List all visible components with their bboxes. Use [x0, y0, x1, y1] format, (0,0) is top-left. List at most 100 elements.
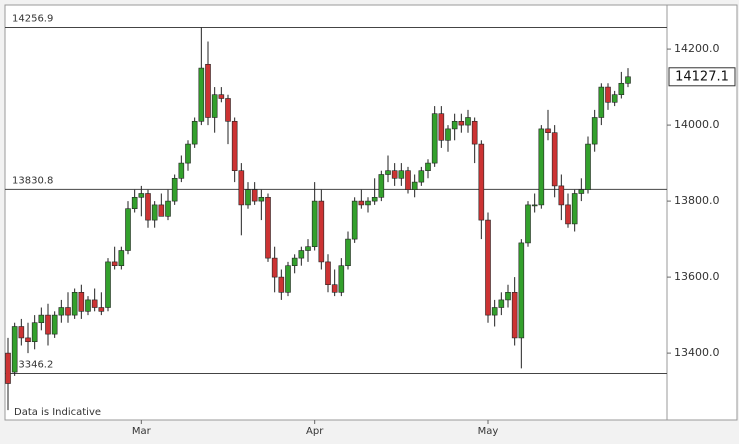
candle-body	[365, 200, 371, 206]
candle-body	[105, 261, 111, 308]
candle-body	[291, 257, 298, 267]
candle-body	[158, 204, 165, 217]
candle-body	[305, 246, 311, 251]
candle-body	[311, 200, 318, 248]
candle-body	[438, 113, 445, 141]
candle-body	[331, 284, 338, 293]
candle-body	[145, 193, 151, 221]
reference-label: 13830.8	[12, 175, 53, 186]
candle-body	[85, 299, 91, 312]
y-tick-label: 13800.0	[674, 194, 720, 207]
candle-body	[385, 170, 391, 175]
candle-body	[111, 261, 118, 267]
candle-body	[285, 265, 291, 293]
candle-body	[598, 86, 605, 118]
candle-body	[545, 128, 551, 133]
reference-label: 14256.9	[12, 13, 53, 24]
candle-body	[45, 314, 51, 335]
candle-body	[378, 174, 385, 198]
candle-body	[171, 177, 178, 202]
candle-body	[625, 76, 631, 84]
candle-body	[258, 196, 265, 202]
candle-body	[465, 117, 471, 126]
candle-body	[498, 299, 505, 308]
candle-body	[425, 162, 431, 171]
x-tick-label: Mar	[132, 426, 152, 437]
candle-body	[51, 314, 58, 335]
last-price-box	[668, 67, 736, 87]
candle-body	[125, 208, 131, 251]
candle-body	[591, 117, 598, 145]
candle-body	[65, 307, 71, 316]
candle-body	[431, 113, 438, 164]
candle-body	[491, 307, 498, 316]
candle-body	[338, 265, 345, 293]
candle-body	[411, 181, 418, 190]
candle-body	[211, 94, 218, 118]
candle-body	[151, 204, 158, 221]
candle-body	[218, 94, 225, 99]
candle-body	[318, 200, 325, 263]
x-tick-label: May	[478, 426, 499, 437]
reference-label: 13346.2	[12, 360, 53, 371]
candle-body	[18, 326, 25, 339]
candle-body	[471, 120, 478, 145]
candle-body	[418, 170, 425, 183]
candle-body	[5, 352, 11, 384]
candle-body	[558, 185, 565, 206]
candle-body	[445, 128, 451, 141]
candle-body	[185, 143, 191, 164]
candle-body	[191, 120, 198, 145]
candle-body	[478, 143, 485, 221]
candle-body	[265, 196, 271, 259]
candle-body	[238, 170, 245, 206]
plot-area	[4, 4, 668, 421]
candle-body	[578, 189, 585, 194]
candle-body	[538, 128, 545, 206]
candle-body	[371, 196, 378, 202]
candle-body	[98, 307, 105, 312]
candle-body	[391, 170, 398, 179]
candle-body	[298, 250, 305, 259]
y-tick-label: 14200.0	[674, 42, 720, 55]
y-tick-label: 13400.0	[674, 346, 720, 359]
candle-body	[165, 200, 171, 217]
candle-body	[358, 200, 365, 206]
candle-body	[225, 98, 231, 122]
candle-body	[531, 204, 538, 207]
candle-body	[345, 238, 351, 267]
candle-body	[618, 82, 625, 95]
candle-body	[11, 326, 18, 373]
candle-body	[78, 292, 85, 312]
x-tick-label: Apr	[306, 426, 324, 437]
candle-body	[58, 307, 65, 316]
candle-body	[505, 292, 511, 301]
candle-body	[178, 162, 185, 179]
annotation: Data is Indicative	[14, 407, 101, 418]
candle-body	[71, 292, 78, 316]
candle-body	[585, 143, 591, 190]
candle-body	[458, 120, 465, 126]
candle-body	[451, 120, 458, 130]
candle-body	[118, 250, 125, 267]
candle-body	[138, 193, 145, 198]
candle-body	[131, 196, 138, 209]
candle-body	[251, 189, 258, 202]
candle-body	[351, 200, 358, 240]
candle-body	[31, 322, 38, 343]
candle-body	[398, 170, 405, 179]
last-price-label: 14127.1	[675, 69, 729, 84]
candle-body	[231, 120, 238, 171]
candle-body	[205, 63, 211, 118]
candle-body	[25, 337, 31, 343]
candle-body	[605, 86, 611, 103]
candle-body	[405, 170, 411, 190]
candle-body	[525, 204, 531, 244]
candle-body	[278, 276, 285, 293]
y-tick-label: 14000.0	[674, 118, 720, 131]
y-tick-label: 13600.0	[674, 270, 720, 283]
candle-body	[511, 292, 518, 339]
candle-body	[551, 132, 558, 187]
candle-body	[38, 314, 45, 324]
